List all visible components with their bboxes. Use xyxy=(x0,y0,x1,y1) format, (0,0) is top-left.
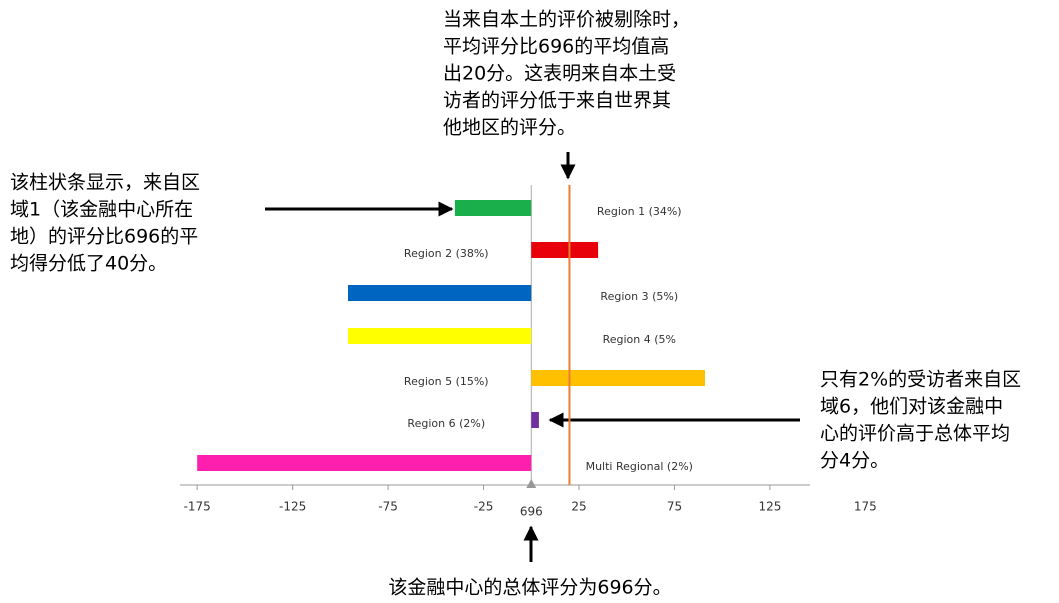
zero-marker xyxy=(526,479,537,488)
annotation: 平均评分比696的平均值高 xyxy=(443,36,669,58)
category-label: Region 6 (2%) xyxy=(407,417,485,430)
x-tick-label: 175 xyxy=(854,500,877,514)
annotation: 该柱状条显示，来自区 xyxy=(10,172,200,194)
x-tick-label: -75 xyxy=(378,500,398,514)
bar xyxy=(348,285,532,301)
bar xyxy=(531,242,599,258)
annotation: 他地区的评分。 xyxy=(443,117,576,139)
category-label: Region 5 (15%) xyxy=(404,375,489,388)
x-tick-label: 25 xyxy=(571,500,586,514)
annotation: 只有2%的受访者来自区 xyxy=(820,369,1021,391)
annotation: 访者的评分低于来自世界其 xyxy=(443,90,671,112)
annotation: 心的评价高于总体平均 xyxy=(820,423,1010,445)
annotation: 当来自本土的评价被剔除时， xyxy=(443,9,690,31)
bar xyxy=(348,328,532,344)
annotation: 域1（该金融中心所在 xyxy=(10,199,193,221)
bar xyxy=(531,412,539,428)
annotation: 出20分。这表明来自本土受 xyxy=(443,63,676,85)
annotation: 分4分。 xyxy=(820,450,889,472)
x-tick-label: -175 xyxy=(184,500,211,514)
category-label: Multi Regional (2%) xyxy=(586,460,693,473)
category-label: Region 1 (34%) xyxy=(597,205,682,218)
annotation: 均得分低了40分。 xyxy=(10,253,167,275)
category-label: Region 2 (38%) xyxy=(404,247,489,260)
annotation: 域6，他们对该金融中 xyxy=(820,396,1003,418)
x-tick-label: -25 xyxy=(474,500,494,514)
x-tick-label: 125 xyxy=(758,500,781,514)
category-label: Region 3 (5%) xyxy=(600,290,678,303)
bar xyxy=(197,455,532,471)
annotation: 该金融中心的总体评分为696分。 xyxy=(388,577,671,599)
bar xyxy=(454,200,532,216)
x-tick-label: -125 xyxy=(279,500,306,514)
annotation: 地）的评分比696的平 xyxy=(10,226,198,248)
arrows xyxy=(265,152,800,562)
x-tick-label: 75 xyxy=(667,500,682,514)
category-label: Region 4 (5% xyxy=(603,333,676,346)
bar xyxy=(531,370,705,386)
zero-label: 696 xyxy=(520,505,543,519)
